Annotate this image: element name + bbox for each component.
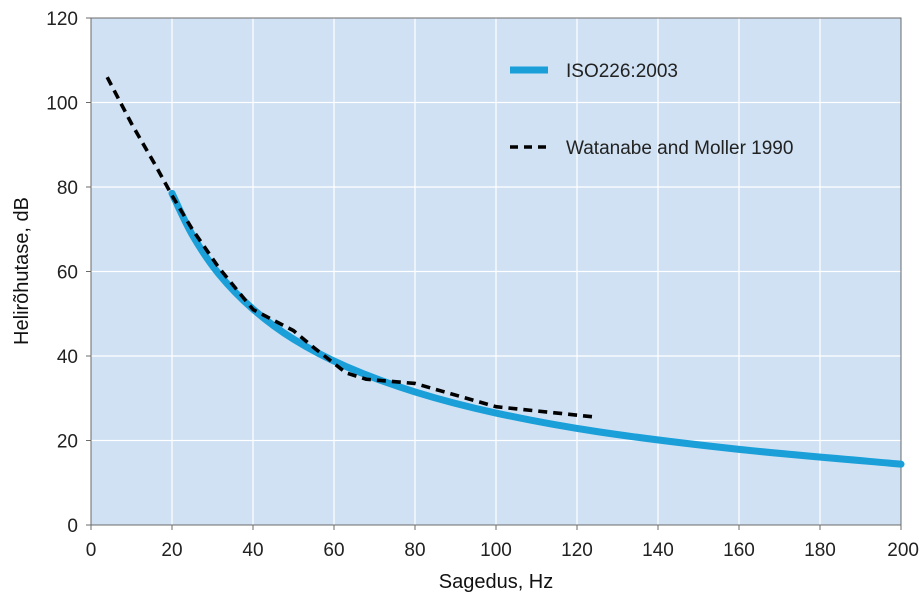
y-tick-label: 80 xyxy=(57,178,78,199)
y-tick-label: 0 xyxy=(67,516,78,537)
x-tick-label: 120 xyxy=(561,540,593,561)
x-tick-label: 200 xyxy=(887,540,919,561)
series-lines xyxy=(105,76,905,468)
grid-lines xyxy=(91,18,901,525)
x-tick-label: 20 xyxy=(161,540,182,561)
x-tick-label: 60 xyxy=(323,540,344,561)
x-axis-title: Sagedus, Hz xyxy=(439,571,554,593)
series-line-iso xyxy=(168,189,905,468)
y-tick-label: 20 xyxy=(57,432,78,453)
legend-label-watanabe: Watanabe and Moller 1990 xyxy=(566,138,793,159)
y-axis-title: Helirõhutase, dB xyxy=(11,197,33,345)
y-tick-label: 40 xyxy=(57,347,78,368)
x-tick-label: 100 xyxy=(480,540,512,561)
x-tick-label: 0 xyxy=(86,540,97,561)
x-tick-label: 80 xyxy=(404,540,425,561)
y-tick-label: 100 xyxy=(46,94,78,115)
y-tick-label: 60 xyxy=(57,263,78,284)
y-tick-label: 120 xyxy=(46,9,78,30)
x-tick-label: 160 xyxy=(723,540,755,561)
x-tick-label: 180 xyxy=(804,540,836,561)
x-tick-label: 140 xyxy=(642,540,674,561)
tick-labels: 0 20 40 60 80 100 120 140 160 180 200 0 20 40 60 80 100 1… xyxy=(46,9,919,561)
x-tick-label: 40 xyxy=(242,540,263,561)
legend-label-iso: ISO226:2003 xyxy=(566,61,678,82)
series-line-watanabe xyxy=(105,76,598,420)
legend: ISO226:2003 Watanabe and Moller 1990 xyxy=(510,61,793,159)
